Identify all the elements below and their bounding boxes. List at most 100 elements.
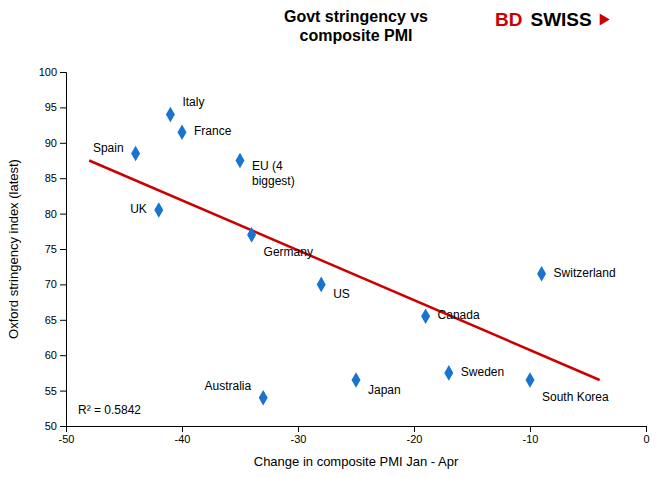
tick: 75 <box>45 243 66 255</box>
tick: 50 <box>45 420 66 432</box>
tick-mark <box>414 426 415 432</box>
point-label-line: biggest) <box>252 174 295 188</box>
point <box>178 124 187 140</box>
plot: -50 -40 -30 -20 -10 0 50 55 60 65 70 75 80 85 90 95 100 I… <box>39 66 650 445</box>
point-label-line: Switzerland <box>554 266 616 280</box>
tick-mark <box>60 107 66 108</box>
tick-label: -20 <box>407 433 423 445</box>
y-axis: 50 55 60 65 70 75 80 85 90 95 100 <box>39 66 67 432</box>
trendline <box>89 161 599 380</box>
tick-label: 0 <box>643 433 649 445</box>
tick-label: -30 <box>291 433 307 445</box>
point-label: South Korea <box>542 390 609 404</box>
tick-label: 75 <box>45 243 57 255</box>
point <box>537 266 546 282</box>
logo-triangle <box>600 14 610 26</box>
point-label: UK <box>130 202 147 216</box>
tick-mark <box>530 426 531 432</box>
tick-mark <box>182 426 183 432</box>
axis-line <box>60 73 67 427</box>
tick-mark <box>60 143 66 144</box>
chart: -50 -40 -30 -20 -10 0 50 55 60 65 70 75 80 85 90 95 100 I… <box>0 0 670 478</box>
tick-mark <box>646 426 647 432</box>
tick: 60 <box>45 349 66 361</box>
point <box>166 107 175 123</box>
tick-mark <box>60 214 66 215</box>
point-label: Germany <box>264 245 313 259</box>
point-label: Japan <box>368 383 401 397</box>
point-label-line: Sweden <box>461 365 504 379</box>
point <box>526 372 535 388</box>
tick: 95 <box>45 101 66 113</box>
tick-label: 70 <box>45 278 57 290</box>
point <box>352 372 361 388</box>
tick: -30 <box>291 426 307 445</box>
title-line: composite PMI <box>300 27 413 44</box>
point-label-line: Canada <box>438 308 480 322</box>
y-axis-title: Oxford stringency index (latest) <box>6 159 21 339</box>
point-label-line: Japan <box>368 383 401 397</box>
tick-label: -40 <box>175 433 191 445</box>
title: Govt stringency vs composite PMI <box>284 8 428 44</box>
tick-label: 100 <box>39 66 57 78</box>
point <box>236 153 245 169</box>
tick-label: 65 <box>45 314 57 326</box>
tick-label: -50 <box>59 433 75 445</box>
point-label: Spain <box>93 142 124 156</box>
tick: 0 <box>643 426 649 445</box>
tick: 55 <box>45 385 66 397</box>
tick: -10 <box>523 426 539 445</box>
tick: 70 <box>45 278 66 290</box>
tick-mark <box>60 249 66 250</box>
tick: 80 <box>45 208 66 220</box>
point-label: EU (4biggest) <box>252 159 295 187</box>
tick-mark <box>60 391 66 392</box>
x-axis: -50 -40 -30 -20 -10 0 <box>59 426 650 445</box>
tick: -40 <box>175 426 191 445</box>
tick: 65 <box>45 314 66 326</box>
point <box>154 202 163 218</box>
r-squared: R² = 0.5842 <box>78 403 141 417</box>
point-label: Canada <box>438 308 480 322</box>
tick-label: 85 <box>45 172 57 184</box>
tick-label: 60 <box>45 349 57 361</box>
point <box>259 390 268 406</box>
title-line: Govt stringency vs <box>284 8 428 25</box>
tick: 90 <box>45 137 66 149</box>
point <box>317 277 326 293</box>
tick-mark <box>60 178 66 179</box>
logo-part: BD <box>495 9 522 30</box>
point-label-line: US <box>333 288 350 302</box>
tick: 85 <box>45 172 66 184</box>
tick-label: 90 <box>45 137 57 149</box>
point-label-line: Spain <box>93 142 124 156</box>
point-label-line: Germany <box>264 245 313 259</box>
point-label: US <box>333 288 350 302</box>
point <box>421 308 430 324</box>
point-label-line: EU (4 <box>252 159 283 173</box>
tick: -50 <box>59 426 75 445</box>
point-label-line: Italy <box>182 96 204 110</box>
logo-part: SWISS <box>530 9 591 30</box>
axis-line <box>67 427 647 433</box>
point-label: France <box>194 124 232 138</box>
point-label-line: Australia <box>205 379 252 393</box>
point-label-line: France <box>194 124 232 138</box>
logo: BD SWISS <box>495 9 592 30</box>
point-label-line: South Korea <box>542 390 609 404</box>
point-label: Sweden <box>461 365 504 379</box>
point <box>131 146 140 162</box>
tick: 100 <box>39 66 66 78</box>
tick-mark <box>60 284 66 285</box>
x-axis-title: Change in composite PMI Jan - Apr <box>254 454 459 469</box>
tick-mark <box>60 72 66 73</box>
point-label: Italy <box>182 96 204 110</box>
point-label-line: UK <box>130 202 147 216</box>
tick-mark <box>60 320 66 321</box>
point-labels: Italy France Spain EU (4biggest) UK Germany US… <box>93 96 616 405</box>
tick-label: 95 <box>45 101 57 113</box>
point <box>444 365 453 381</box>
tick-mark <box>298 426 299 432</box>
point-label: Switzerland <box>554 266 616 280</box>
marks <box>89 107 599 406</box>
